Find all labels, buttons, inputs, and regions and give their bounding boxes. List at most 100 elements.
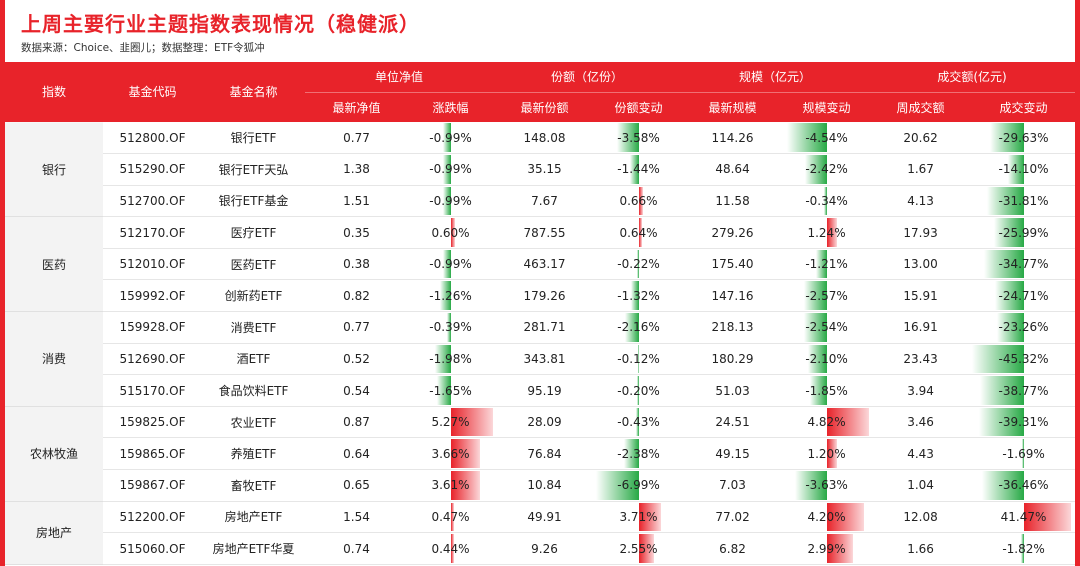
nav-latest-cell: 0.82	[305, 279, 408, 313]
col-nav-change: 涨跌幅	[408, 92, 494, 122]
index-group-cell: 农林牧渔	[5, 406, 103, 502]
turnover-week-cell: 4.13	[869, 185, 973, 218]
change-value: 3.66%	[431, 446, 470, 461]
change-value: 2.99%	[807, 541, 846, 556]
change-value: -1.69%	[1002, 446, 1045, 461]
shares-change-cell: -0.22%	[596, 248, 682, 281]
nav-change-cell: 5.27%	[408, 406, 494, 439]
nav-change-cell: -1.98%	[408, 343, 494, 376]
nav-change-cell: 3.66%	[408, 437, 494, 471]
shares-change-cell: -0.43%	[596, 406, 682, 439]
shares-change-cell: -0.12%	[596, 343, 682, 376]
change-value: -0.34%	[805, 193, 848, 208]
negative-data-bar	[989, 123, 1024, 153]
shares-latest-cell: 28.09	[493, 406, 597, 439]
shares-change-cell: 0.66%	[596, 185, 682, 218]
scale-change-cell: -2.54%	[784, 311, 870, 344]
scale-latest-cell: 6.82	[681, 532, 785, 565]
turnover-week-cell: 3.46	[869, 406, 973, 439]
scale-change-cell: -2.57%	[784, 279, 870, 313]
shares-change-cell: -6.99%	[596, 469, 682, 502]
index-group-cell: 消费	[5, 311, 103, 407]
index-group-cell: 房地产	[5, 501, 103, 565]
change-value: 5.27%	[431, 415, 470, 430]
fund-code-cell: 512200.OF	[103, 501, 202, 534]
negative-data-bar	[447, 313, 451, 342]
shares-latest-cell: 76.84	[493, 437, 597, 471]
turnover-week-cell: 15.91	[869, 279, 973, 313]
change-value: -0.99%	[429, 257, 472, 272]
shares-change-cell: -3.58%	[596, 122, 682, 155]
change-value: 0.44%	[431, 541, 470, 556]
change-value: -36.46%	[998, 478, 1049, 493]
shares-change-cell: -2.16%	[596, 311, 682, 344]
scale-latest-cell: 49.15	[681, 437, 785, 471]
negative-data-bar	[810, 376, 827, 405]
change-value: -6.99%	[617, 478, 660, 493]
negative-data-bar	[794, 471, 827, 500]
change-value: -0.99%	[429, 193, 472, 208]
negative-data-bar	[982, 471, 1024, 500]
nav-latest-cell: 0.65	[305, 469, 408, 502]
negative-data-bar	[434, 344, 451, 374]
fund-name-cell: 房地产ETF	[202, 501, 305, 534]
negative-data-bar	[1021, 439, 1024, 469]
col-group-nav: 单位净值	[305, 62, 494, 93]
turnover-week-cell: 16.91	[869, 311, 973, 344]
nav-latest-cell: 0.38	[305, 248, 408, 281]
scale-change-cell: -1.85%	[784, 374, 870, 407]
table-row: 515290.OF 银行ETF天弘 1.38 -0.99% 35.15 -1.44% 48.…	[5, 153, 1076, 186]
fund-code-cell: 159928.OF	[103, 311, 202, 344]
col-nav-latest: 最新净值	[305, 92, 408, 122]
change-value: -1.82%	[1002, 541, 1045, 556]
change-value: -2.16%	[617, 320, 660, 335]
change-value: -1.26%	[429, 288, 472, 303]
turnover-change-cell: -14.10%	[972, 153, 1076, 186]
positive-data-bar	[450, 471, 480, 500]
change-value: -14.10%	[998, 162, 1049, 177]
fund-code-cell: 159825.OF	[103, 406, 202, 439]
change-value: -1.98%	[429, 351, 472, 366]
nav-change-cell: -0.99%	[408, 122, 494, 155]
negative-data-bar	[979, 376, 1024, 405]
fund-name-cell: 消费ETF	[202, 311, 305, 344]
scale-latest-cell: 147.16	[681, 279, 785, 313]
negative-data-bar	[804, 313, 827, 342]
left-red-border	[0, 0, 5, 566]
fund-code-cell: 512690.OF	[103, 343, 202, 376]
change-value: -0.99%	[429, 162, 472, 177]
turnover-change-cell: -23.26%	[972, 311, 1076, 344]
shares-latest-cell: 343.81	[493, 343, 597, 376]
nav-latest-cell: 0.87	[305, 406, 408, 439]
nav-latest-cell: 0.52	[305, 343, 408, 376]
scale-change-cell: 2.99%	[784, 532, 870, 565]
change-value: 0.47%	[431, 509, 470, 524]
col-group-scale: 规模（亿元）	[681, 62, 870, 93]
positive-data-bar	[638, 218, 643, 247]
nav-latest-cell: 1.54	[305, 501, 408, 534]
col-shares-change: 份额变动	[596, 92, 682, 122]
scale-latest-cell: 279.26	[681, 216, 785, 249]
negative-data-bar	[987, 186, 1024, 216]
negative-data-bar	[437, 376, 451, 405]
shares-latest-cell: 148.08	[493, 122, 597, 155]
nav-change-cell: 0.47%	[408, 501, 494, 534]
negative-data-bar	[637, 376, 639, 405]
table-row: 银行 512800.OF 银行ETF 0.77 -0.99% 148.08 -3.58% 11…	[5, 122, 1076, 218]
nav-change-cell: 3.61%	[408, 469, 494, 502]
turnover-change-cell: -38.77%	[972, 374, 1076, 407]
change-value: 41.47%	[1000, 509, 1047, 524]
change-value: -3.58%	[617, 130, 660, 145]
table-row: 农林牧渔 159825.OF 农业ETF 0.87 5.27% 28.09 -0.43% 24…	[5, 406, 1076, 502]
change-value: -1.85%	[805, 383, 848, 398]
shares-latest-cell: 95.19	[493, 374, 597, 407]
fund-code-cell: 515290.OF	[103, 153, 202, 186]
fund-code-cell: 515170.OF	[103, 374, 202, 407]
col-shares-latest: 最新份额	[493, 92, 597, 122]
table-row: 159992.OF 创新药ETF 0.82 -1.26% 179.26 -1.32% 147…	[5, 279, 1076, 313]
shares-latest-cell: 787.55	[493, 216, 597, 249]
scale-latest-cell: 11.58	[681, 185, 785, 218]
positive-data-bar	[450, 534, 455, 563]
index-group-cell: 银行	[5, 122, 103, 218]
right-red-border	[1075, 0, 1080, 566]
